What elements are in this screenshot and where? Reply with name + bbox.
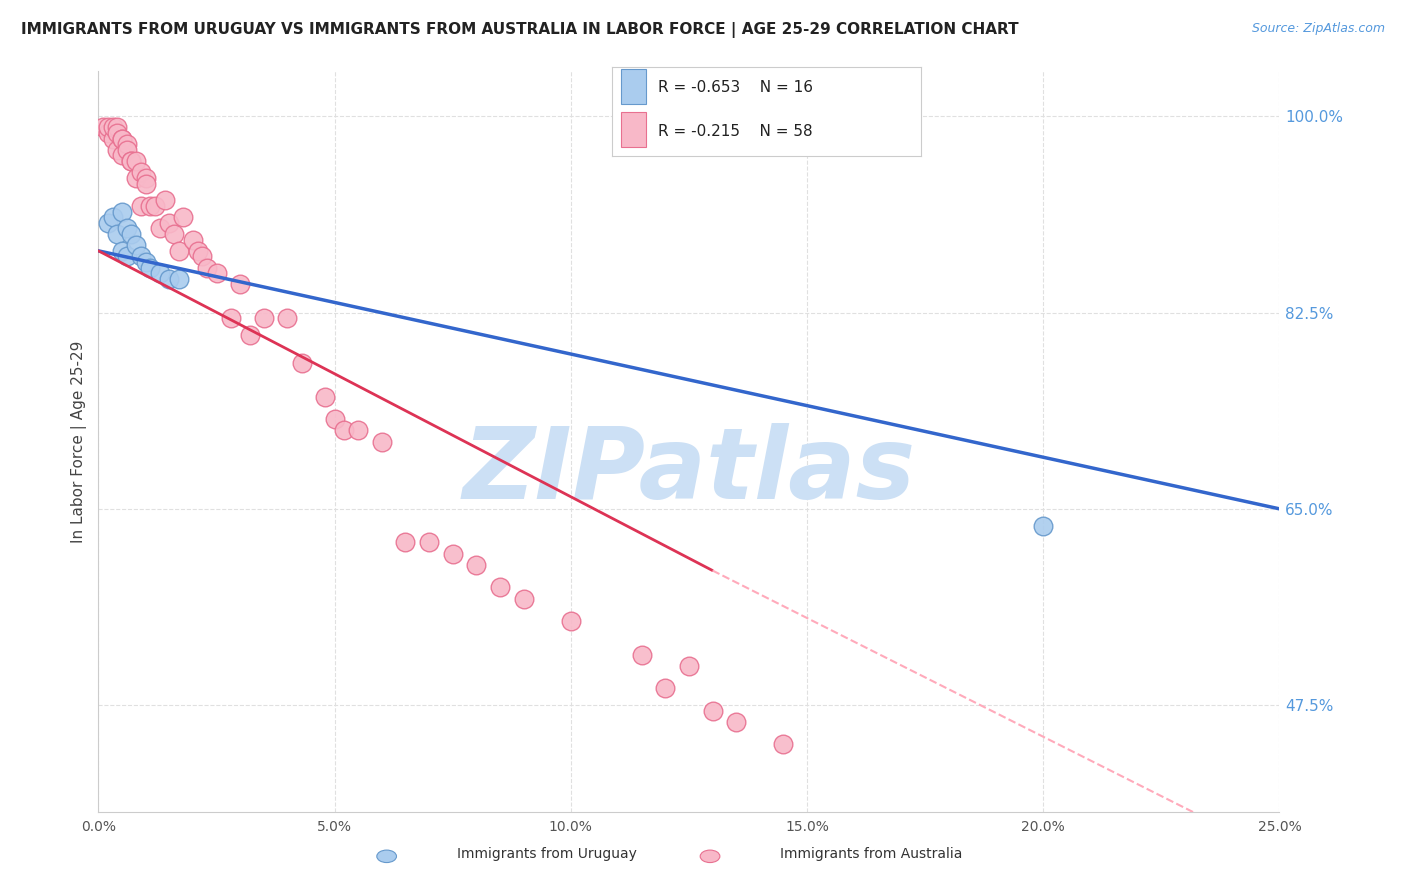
Point: [111, 131, 134, 145]
Point: [153, 194, 176, 208]
Point: [135, 177, 157, 191]
Point: [512, 591, 534, 606]
Point: [314, 390, 336, 404]
Point: [163, 227, 186, 241]
Point: [347, 423, 370, 437]
Point: [129, 250, 152, 264]
Point: [111, 244, 134, 258]
Point: [111, 204, 134, 219]
Point: [111, 131, 134, 145]
Text: Immigrants from Uruguay: Immigrants from Uruguay: [457, 847, 637, 861]
Point: [115, 221, 138, 235]
Point: [441, 547, 464, 561]
Point: [191, 250, 214, 264]
Point: [181, 233, 204, 247]
Point: [91, 120, 114, 135]
Point: [97, 216, 120, 230]
Point: [489, 580, 512, 594]
Point: [229, 277, 252, 292]
Point: [125, 154, 148, 169]
Text: R = -0.653    N = 16: R = -0.653 N = 16: [658, 80, 813, 95]
Text: Source: ZipAtlas.com: Source: ZipAtlas.com: [1251, 22, 1385, 36]
Point: [172, 210, 194, 224]
Point: [105, 126, 128, 140]
Bar: [621, 112, 645, 147]
Point: [121, 154, 143, 169]
Point: [323, 412, 346, 426]
Point: [105, 227, 128, 241]
Point: [115, 137, 138, 152]
Point: [149, 266, 172, 280]
Point: [125, 238, 148, 252]
Point: [101, 120, 124, 135]
Point: [560, 614, 582, 628]
Point: [167, 272, 190, 286]
Point: [371, 434, 394, 449]
Point: [125, 170, 148, 185]
Point: [630, 648, 652, 662]
Point: [157, 216, 180, 230]
Point: [97, 120, 120, 135]
Point: [465, 558, 488, 572]
Point: [115, 143, 138, 157]
Text: IMMIGRANTS FROM URUGUAY VS IMMIGRANTS FROM AUSTRALIA IN LABOR FORCE | AGE 25-29 : IMMIGRANTS FROM URUGUAY VS IMMIGRANTS FR…: [21, 22, 1019, 38]
Point: [654, 681, 676, 696]
Point: [205, 266, 228, 280]
Point: [702, 704, 724, 718]
Point: [111, 148, 134, 162]
Point: [195, 260, 218, 275]
Point: [725, 714, 748, 729]
Point: [253, 311, 276, 326]
Text: Immigrants from Australia: Immigrants from Australia: [780, 847, 963, 861]
Point: [167, 244, 190, 258]
Point: [1032, 518, 1054, 533]
Point: [678, 659, 700, 673]
Text: R = -0.215    N = 58: R = -0.215 N = 58: [658, 124, 813, 138]
Point: [772, 738, 794, 752]
Y-axis label: In Labor Force | Age 25-29: In Labor Force | Age 25-29: [72, 341, 87, 542]
Point: [149, 221, 172, 235]
Point: [129, 165, 152, 179]
Point: [115, 250, 138, 264]
Point: [135, 170, 157, 185]
Point: [135, 255, 157, 269]
Point: [97, 126, 120, 140]
Point: [290, 356, 312, 370]
Point: [333, 423, 356, 437]
Point: [219, 311, 242, 326]
Point: [418, 535, 440, 549]
Point: [101, 131, 124, 145]
Point: [139, 260, 162, 275]
Point: [121, 227, 143, 241]
Point: [239, 328, 262, 343]
Point: [394, 535, 416, 549]
Point: [157, 272, 180, 286]
Bar: [621, 69, 645, 104]
Point: [121, 154, 143, 169]
Point: [105, 120, 128, 135]
Text: ZIPatlas: ZIPatlas: [463, 423, 915, 520]
Point: [139, 199, 162, 213]
Point: [129, 199, 152, 213]
Point: [276, 311, 298, 326]
Point: [187, 244, 209, 258]
Point: [143, 199, 166, 213]
Point: [101, 210, 124, 224]
Point: [105, 143, 128, 157]
